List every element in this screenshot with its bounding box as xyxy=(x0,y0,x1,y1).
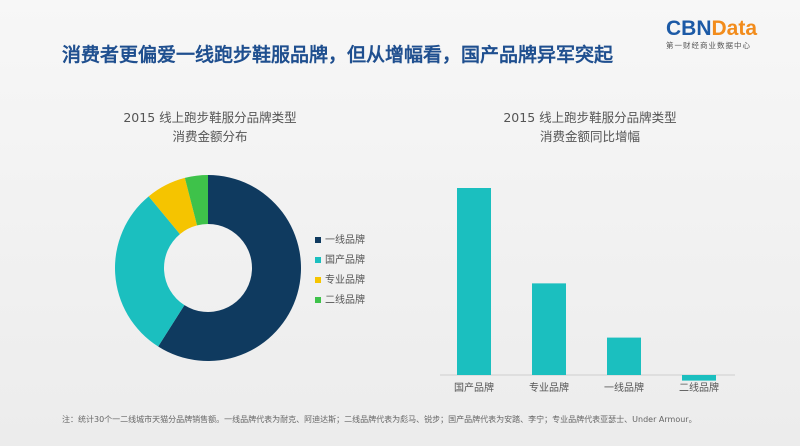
donut-title-line1: 2015 线上跑步鞋服分品牌类型 xyxy=(123,110,297,125)
logo-part-data: Data xyxy=(711,17,758,40)
legend-swatch-1 xyxy=(315,257,321,263)
bar-title-line2: 消费金额同比增幅 xyxy=(539,129,640,144)
donut-slice-1 xyxy=(115,196,185,347)
legend-label-3: 二线品牌 xyxy=(325,293,365,306)
legend-label-0: 一线品牌 xyxy=(325,233,365,246)
bar-chart: 国产品牌 专业品牌 一线品牌 二线品牌 xyxy=(440,188,735,394)
bar-3 xyxy=(682,375,716,381)
logo-part-cbn: CBN xyxy=(666,17,712,40)
bar-2 xyxy=(607,337,641,375)
bar-chart-title: 2015 线上跑步鞋服分品牌类型 消费金额同比增幅 xyxy=(480,108,700,146)
donut-chart xyxy=(115,175,302,361)
legend-swatch-3 xyxy=(315,297,321,303)
cbndata-logo: CBNData 第一财经商业数据中心 xyxy=(666,18,786,58)
bar-0 xyxy=(457,188,491,375)
logo-tagline: 第一财经商业数据中心 xyxy=(666,41,751,50)
bar-title-line1: 2015 线上跑步鞋服分品牌类型 xyxy=(503,110,677,125)
donut-slice-3 xyxy=(184,175,208,226)
logo-wordmark: CBNData xyxy=(666,18,786,40)
donut-title-line2: 消费金额分布 xyxy=(172,129,248,144)
legend-label-1: 国产品牌 xyxy=(325,253,365,266)
footnote: 注：统计30个一二线城市天猫分品牌销售额。一线品牌代表为耐克、阿迪达斯；二线品牌… xyxy=(62,415,697,424)
bar-category-label-2: 一线品牌 xyxy=(604,381,644,394)
legend-label-2: 专业品牌 xyxy=(325,273,365,286)
legend-swatch-0 xyxy=(315,237,321,243)
page-title: 消费者更偏爱一线跑步鞋服品牌，但从增幅看，国产品牌异军突起 xyxy=(62,44,614,66)
donut-chart-title: 2015 线上跑步鞋服分品牌类型 消费金额分布 xyxy=(110,108,310,146)
bar-category-label-3: 二线品牌 xyxy=(679,381,719,394)
legend-swatch-2 xyxy=(315,277,321,283)
bar-category-label-1: 专业品牌 xyxy=(529,381,569,394)
donut-slice-0 xyxy=(158,175,302,361)
bar-1 xyxy=(532,283,566,375)
bar-category-label-0: 国产品牌 xyxy=(454,381,494,394)
donut-slice-2 xyxy=(148,177,198,235)
